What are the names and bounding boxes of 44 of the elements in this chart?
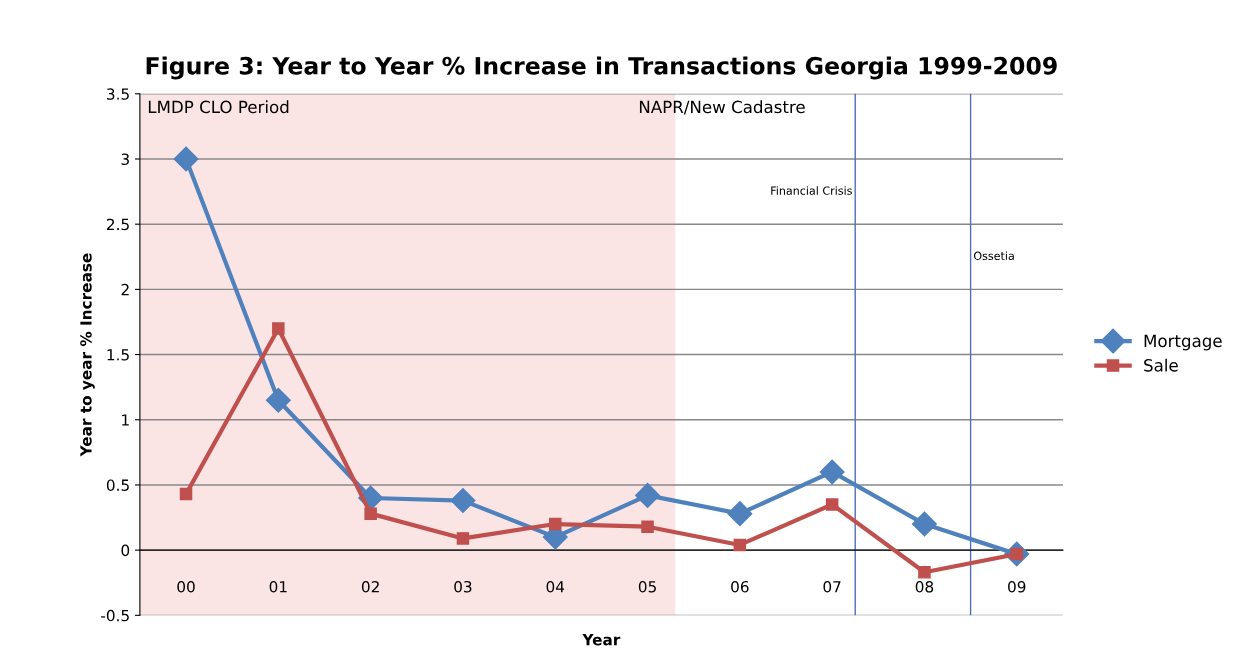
point xyxy=(911,511,937,537)
point xyxy=(456,532,470,545)
annotation: NAPR/New Cadastre xyxy=(639,100,805,115)
x-tick-label: 03 xyxy=(454,580,472,593)
x-axis-title: Year xyxy=(582,634,621,646)
point xyxy=(265,387,291,413)
x-tick-label: 06 xyxy=(731,580,749,593)
x-tick-label: 01 xyxy=(269,580,287,593)
point xyxy=(819,459,845,485)
y-tick-label: -0.5 xyxy=(101,609,129,622)
x-tick-label: 08 xyxy=(915,580,934,593)
x-tick-label: 09 xyxy=(1008,580,1026,593)
y-tick-label: 0 xyxy=(121,544,130,557)
y-tick-label: 1 xyxy=(122,414,129,426)
y-tick-label: 2.5 xyxy=(106,218,129,231)
point xyxy=(918,566,931,579)
point xyxy=(635,482,661,508)
x-tick-label: 04 xyxy=(546,580,565,593)
point xyxy=(450,488,476,514)
y-tick-label: 3 xyxy=(121,153,129,166)
x-tick-label: 02 xyxy=(361,580,379,593)
point xyxy=(733,538,747,552)
x-tick-label: 07 xyxy=(823,580,841,593)
point xyxy=(548,517,562,531)
y-axis-title: Year to year % Increase xyxy=(80,253,95,457)
y-tick-label: 2 xyxy=(121,283,129,296)
y-tick-label: 0.5 xyxy=(106,479,129,491)
x-tick-label: 00 xyxy=(177,580,195,593)
point xyxy=(641,520,654,533)
legend-label: Sale xyxy=(1144,358,1178,372)
chart-title: Figure 3: Year to Year % Increase in Transactions Georgia 1999-2009 xyxy=(146,56,1057,80)
y-tick-label: 1.5 xyxy=(107,349,129,361)
point xyxy=(179,487,193,501)
point xyxy=(825,498,839,511)
band-label: LMDP CLO Period xyxy=(148,100,289,114)
point xyxy=(364,507,377,520)
point xyxy=(173,146,199,172)
x-tick-label: 05 xyxy=(638,580,656,593)
ref-line-label: Ossetia xyxy=(973,251,1014,261)
y-tick-label: 3.5 xyxy=(107,88,129,100)
point xyxy=(272,322,285,335)
point xyxy=(727,501,753,527)
ref-line-label: Financial Crisis xyxy=(771,186,852,195)
legend-label: Mortgage xyxy=(1144,334,1222,351)
